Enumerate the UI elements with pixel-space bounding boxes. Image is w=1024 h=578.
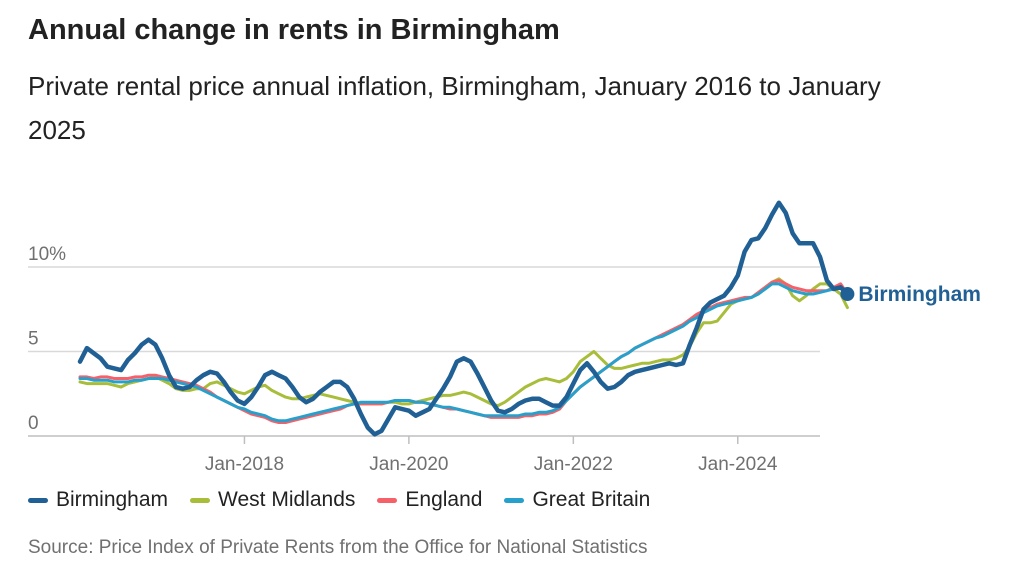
- y-axis-tick-labels: 0 5 10%: [28, 244, 66, 434]
- legend-item-england: England: [377, 488, 482, 512]
- legend-label-england: England: [405, 488, 483, 511]
- birmingham-end-marker: [840, 287, 855, 302]
- source-note: Source: Price Index of Private Rents fro…: [28, 537, 648, 558]
- birmingham-end-label: Birmingham: [858, 283, 981, 306]
- x-tick-label-2020-01: Jan-2020: [369, 454, 448, 475]
- line-chart: 0 5 10% Jan-2018 Jan-2020 Jan-2022 Jan-2024 B…: [28, 200, 981, 475]
- legend-swatch-england: [377, 497, 398, 503]
- legend-swatch-great-britain: [504, 497, 525, 503]
- end-label-group: Birmingham: [840, 283, 981, 306]
- legend-item-birmingham: Birmingham: [28, 488, 168, 512]
- chart-title: Annual change in rents in Birmingham: [28, 14, 560, 46]
- series-line-great-britain: [78, 282, 849, 423]
- legend-label-birmingham: Birmingham: [56, 488, 169, 511]
- legend-label-west-midlands: West Midlands: [218, 488, 356, 511]
- series-line-birmingham: [77, 200, 850, 437]
- y-tick-label-10: 10%: [28, 244, 66, 265]
- legend-item-west-midlands: West Midlands: [190, 488, 355, 512]
- y-tick-label-5: 5: [28, 329, 39, 350]
- x-tick-label-2022-01: Jan-2022: [534, 454, 613, 475]
- legend: Birmingham West Midlands England Great B…: [28, 488, 672, 512]
- series-line-west-midlands: [78, 277, 849, 408]
- x-tick-label-2018-01: Jan-2018: [205, 454, 284, 475]
- x-axis-tick-labels: Jan-2018 Jan-2020 Jan-2022 Jan-2024: [205, 454, 778, 475]
- legend-swatch-birmingham: [28, 497, 48, 503]
- y-tick-label-0: 0: [28, 413, 39, 434]
- x-tick-label-2024-01: Jan-2024: [698, 454, 778, 475]
- series-lines: [77, 200, 850, 437]
- x-axis: [28, 435, 820, 444]
- legend-item-great-britain: Great Britain: [504, 488, 650, 512]
- legend-label-great-britain: Great Britain: [532, 488, 651, 511]
- legend-swatch-west-midlands: [190, 497, 211, 503]
- chart-subtitle: Private rental price annual inflation, B…: [28, 71, 881, 145]
